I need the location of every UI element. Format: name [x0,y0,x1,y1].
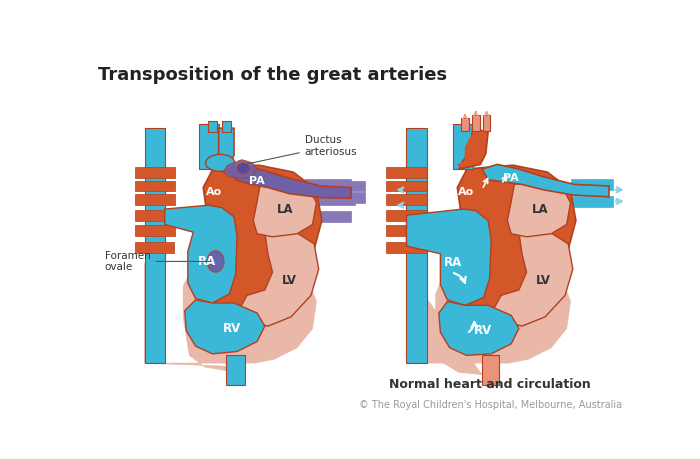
Polygon shape [407,209,491,305]
Polygon shape [439,302,519,355]
Polygon shape [386,210,426,221]
Polygon shape [483,115,491,130]
Text: LA: LA [277,202,294,216]
Text: Ductus
arteriosus: Ductus arteriosus [248,135,358,164]
Polygon shape [195,165,322,329]
Polygon shape [309,195,355,205]
Text: RA: RA [198,255,216,268]
Text: RA: RA [444,257,462,269]
Text: Ao: Ao [458,187,475,197]
Polygon shape [453,124,473,169]
Text: Ao: Ao [206,187,222,197]
Polygon shape [145,128,164,363]
Polygon shape [457,130,486,167]
Text: Transposition of the great arteries: Transposition of the great arteries [99,66,447,84]
Polygon shape [223,160,257,178]
Text: © The Royal Children's Hospital, Melbourne, Australia: © The Royal Children's Hospital, Melbour… [359,400,622,410]
Polygon shape [386,168,426,178]
Polygon shape [135,242,174,253]
Polygon shape [407,271,570,375]
Polygon shape [386,242,426,253]
Polygon shape [407,128,426,363]
Ellipse shape [206,154,234,171]
Text: RV: RV [475,324,493,337]
Polygon shape [449,165,576,329]
Ellipse shape [237,163,249,174]
Text: LV: LV [536,274,551,287]
Polygon shape [494,230,573,326]
Polygon shape [351,180,365,191]
Polygon shape [482,164,609,197]
Polygon shape [459,128,488,169]
Text: Foramen
ovale: Foramen ovale [105,251,210,272]
Polygon shape [135,180,175,191]
Polygon shape [206,128,234,167]
Text: LA: LA [531,202,548,216]
Polygon shape [135,168,175,178]
Ellipse shape [207,251,224,272]
Polygon shape [386,180,426,191]
Polygon shape [305,179,351,190]
Polygon shape [253,180,316,237]
Polygon shape [199,124,218,169]
Polygon shape [239,230,318,326]
Polygon shape [570,179,613,190]
Polygon shape [226,355,245,385]
Polygon shape [230,165,351,198]
Polygon shape [461,118,469,130]
Text: PA: PA [503,174,519,183]
Polygon shape [570,196,613,207]
Polygon shape [145,263,316,371]
Polygon shape [135,195,175,205]
Polygon shape [351,192,365,203]
Polygon shape [386,225,426,236]
Polygon shape [508,180,570,237]
Text: Normal heart and circulation: Normal heart and circulation [389,379,591,392]
Polygon shape [164,205,237,303]
Polygon shape [185,300,265,354]
Polygon shape [135,210,175,221]
Polygon shape [386,195,426,205]
Text: LV: LV [282,274,297,287]
Polygon shape [312,212,351,222]
Polygon shape [222,121,231,132]
Polygon shape [482,355,499,385]
Text: RV: RV [223,322,241,335]
Polygon shape [472,115,480,130]
Text: PA: PA [249,176,265,185]
Polygon shape [135,225,175,236]
Polygon shape [208,121,217,132]
